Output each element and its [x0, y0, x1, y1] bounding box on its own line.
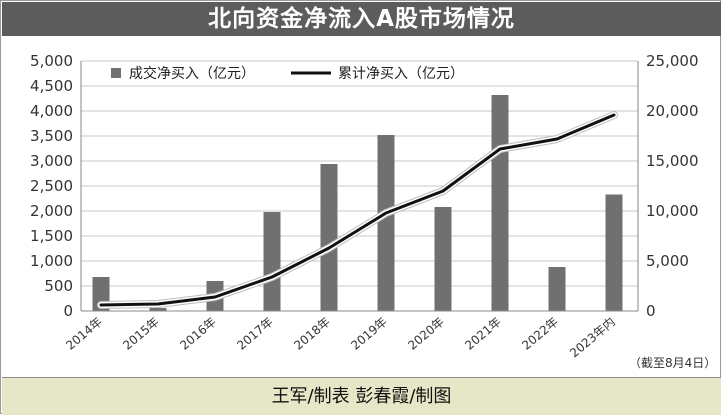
credits-bar: 王军/制表 彭春霞/制图 — [2, 377, 721, 415]
x-tick-label: 2022年 — [519, 315, 561, 353]
x-tick-label: 2020年 — [405, 315, 447, 353]
y-left-tick-label: 1,500 — [30, 227, 73, 245]
y-left-tick-label: 2,500 — [30, 177, 73, 195]
x-tick-label: 2021年 — [462, 315, 504, 353]
x-tick-label: 2019年 — [348, 315, 390, 353]
bar-series — [92, 95, 623, 311]
y-right-tick-label: 25,000 — [646, 52, 699, 70]
bar — [605, 194, 623, 311]
x-tick-label: 2015年 — [120, 315, 162, 353]
y-left-tick-label: 500 — [44, 277, 73, 295]
x-tick-label: 2014年 — [63, 315, 105, 353]
y-left-tick-label: 5,000 — [30, 52, 73, 70]
y-right-tick-label: 15,000 — [646, 152, 699, 170]
bar — [149, 308, 167, 311]
y-left-tick-label: 3,000 — [30, 152, 73, 170]
y-right-tick-label: 20,000 — [646, 102, 699, 120]
date-note: （截至8月4日） — [629, 356, 716, 370]
x-tick-label: 2016年 — [177, 315, 219, 353]
legend-bar-label: 成交净买入（亿元） — [129, 65, 255, 82]
y-left-tick-label: 1,000 — [30, 252, 73, 270]
line-series — [97, 111, 618, 309]
legend-bar-swatch — [111, 68, 121, 78]
bar — [263, 212, 281, 311]
bar — [491, 95, 509, 311]
bar — [548, 267, 566, 311]
gridlines — [81, 60, 638, 312]
legend: 成交净买入（亿元） 累计净买入（亿元） — [111, 65, 464, 82]
x-tick-label: 2017年 — [234, 315, 276, 353]
x-tick-label: 2023年内 — [567, 315, 618, 361]
y-right-tick-label: 0 — [646, 302, 656, 320]
y-left-tick-label: 4,500 — [30, 77, 73, 95]
y-left-tick-label: 0 — [63, 302, 73, 320]
title-bar: 北向资金净流入A股市场情况 — [2, 2, 721, 36]
bar — [377, 135, 395, 311]
y-left-tick-label: 4,000 — [30, 102, 73, 120]
credits-text: 王军/制表 彭春霞/制图 — [271, 386, 452, 407]
bar — [434, 207, 452, 311]
chart-plot: 0 500 1,000 1,500 2,000 2,500 3,000 3,500 4,000 4… — [30, 52, 716, 370]
bar — [320, 164, 338, 311]
y-right-tick-label: 5,000 — [646, 252, 689, 270]
x-tick-label: 2018年 — [291, 315, 333, 353]
y-left-tick-label: 3,500 — [30, 127, 73, 145]
cumulative-line — [99, 113, 616, 307]
chart-title: 北向资金净流入A股市场情况 — [208, 6, 515, 32]
axes: 0 500 1,000 1,500 2,000 2,500 3,000 3,500 4,000 4… — [30, 52, 698, 360]
y-left-tick-label: 2,000 — [30, 202, 73, 220]
legend-line-label: 累计净买入（亿元） — [338, 66, 464, 82]
y-right-tick-label: 10,000 — [646, 202, 699, 220]
